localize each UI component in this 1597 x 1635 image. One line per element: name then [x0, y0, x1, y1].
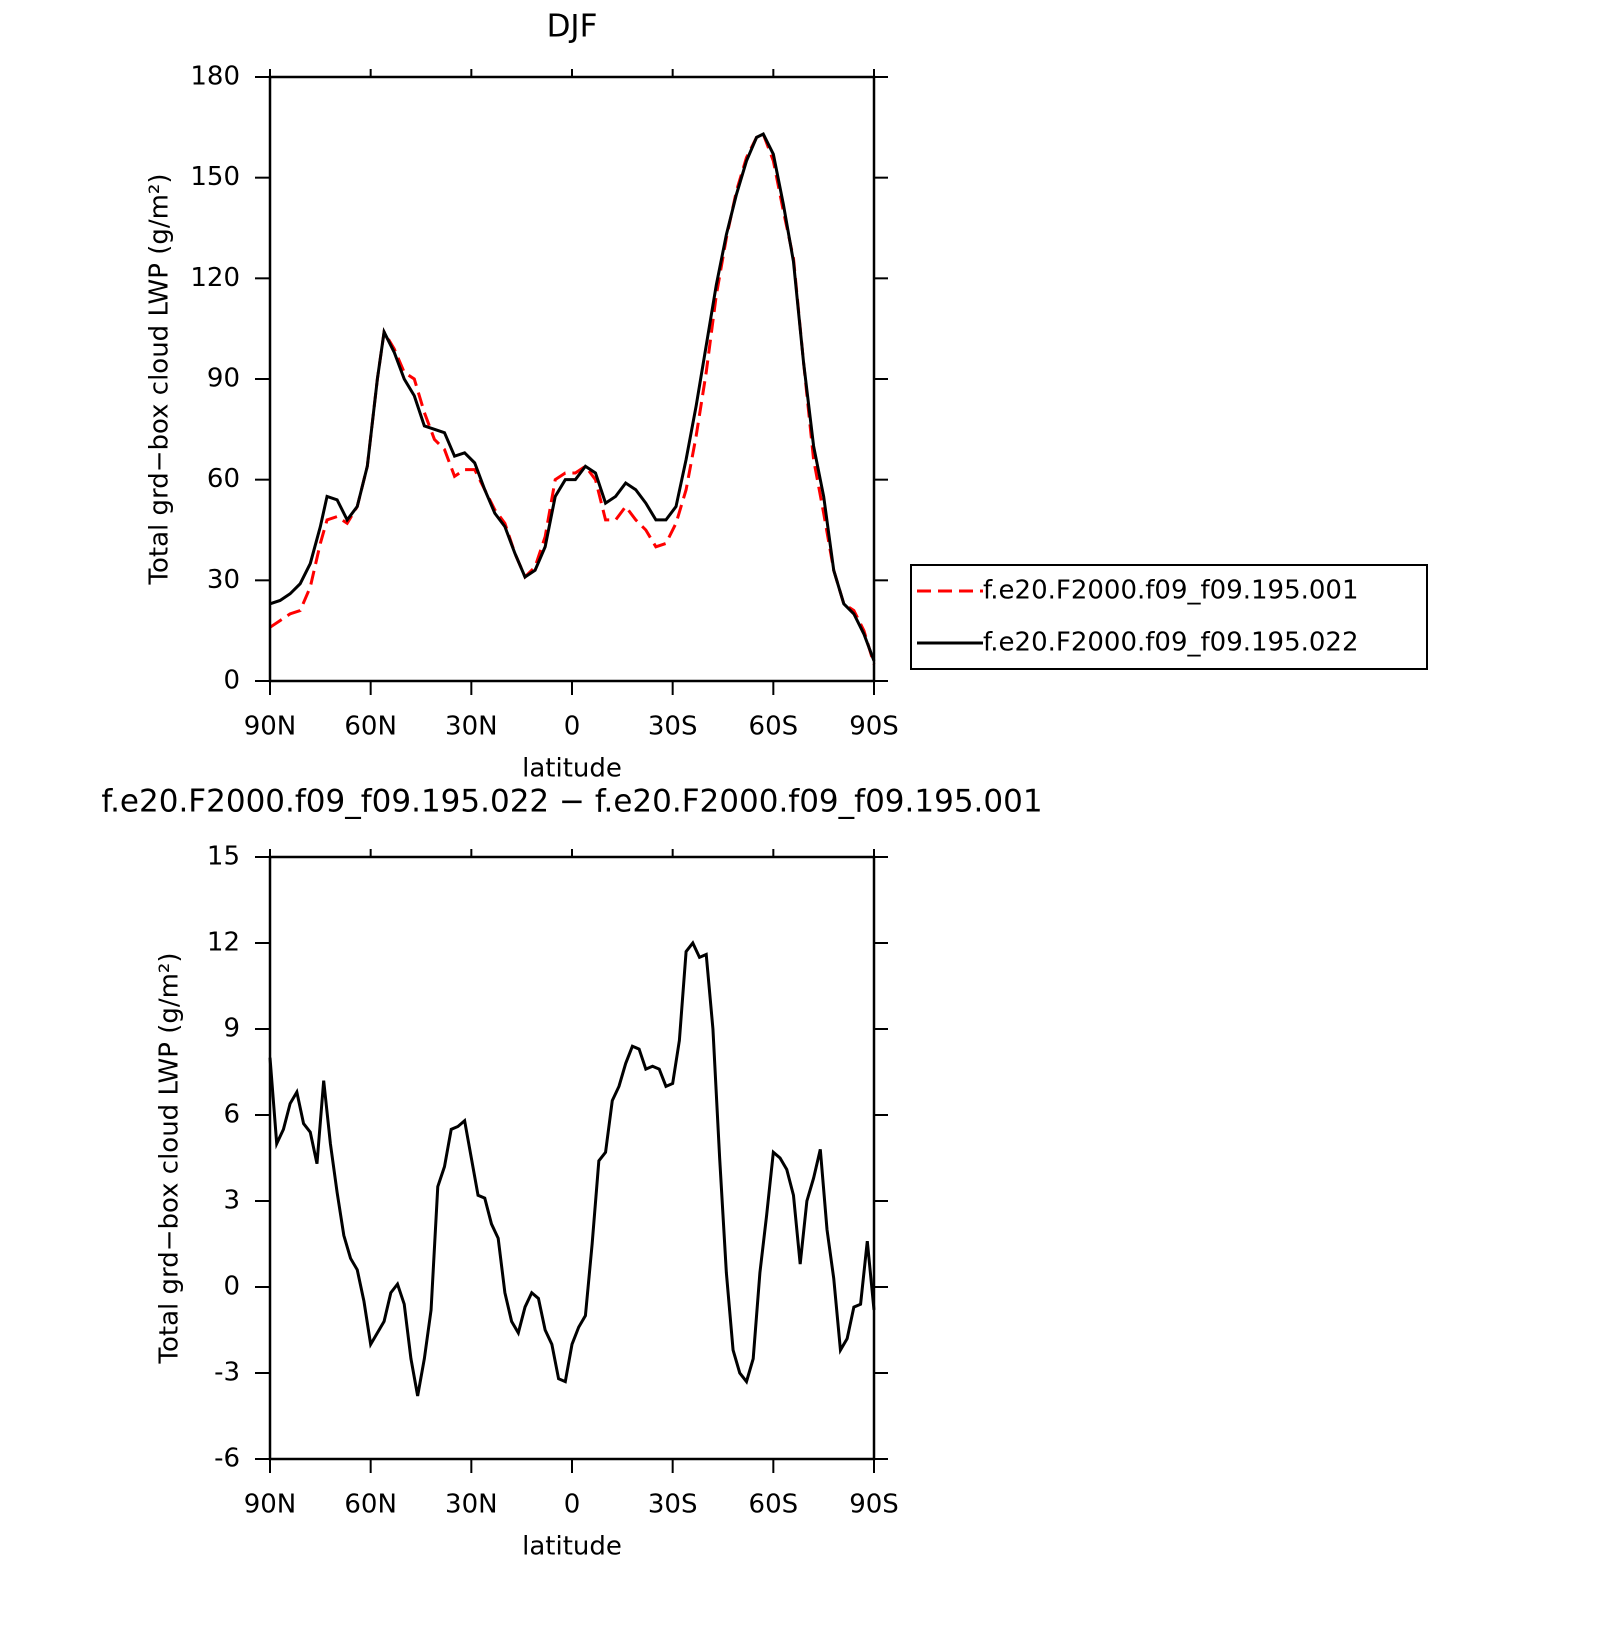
legend-label: f.e20.F2000.f09_f09.195.001 — [983, 576, 1359, 606]
chart-title: f.e20.F2000.f09_f09.195.022 − f.e20.F200… — [101, 784, 1042, 820]
y-axis-label: Total grd−box cloud LWP (g/m²) — [155, 953, 185, 1365]
x-axis-label: latitude — [522, 754, 622, 784]
legend-label: f.e20.F2000.f09_f09.195.022 — [983, 628, 1359, 658]
y-tick-label: 150 — [190, 162, 240, 192]
x-tick-label: 0 — [564, 712, 581, 742]
chart-title: DJF — [547, 9, 598, 45]
y-tick-label: -3 — [214, 1358, 240, 1388]
x-tick-label: 60S — [749, 1490, 799, 1520]
data-line — [268, 940, 876, 1397]
x-tick-label: 30N — [445, 712, 498, 742]
y-tick-label: 15 — [207, 842, 240, 872]
x-tick-label: 60S — [749, 712, 799, 742]
y-tick-label: -6 — [214, 1444, 240, 1474]
y-tick-label: 9 — [223, 1014, 240, 1044]
x-tick-label: 60N — [344, 712, 397, 742]
plot-frame — [268, 75, 876, 683]
y-tick-label: 0 — [223, 666, 240, 696]
x-tick-label: 30S — [648, 712, 698, 742]
x-tick-label: 60N — [344, 1490, 397, 1520]
x-tick-label: 0 — [564, 1490, 581, 1520]
data-line — [269, 132, 876, 662]
x-tick-label: 90S — [849, 1490, 899, 1520]
y-axis-label: Total grd−box cloud LWP (g/m²) — [145, 174, 175, 586]
y-tick-label: 90 — [207, 364, 240, 394]
x-tick-label: 90N — [244, 1490, 297, 1520]
legend-box — [910, 564, 1428, 670]
x-tick-label: 90N — [244, 712, 297, 742]
data-line — [269, 131, 876, 665]
y-tick-label: 3 — [223, 1186, 240, 1216]
x-tick-label: 30N — [445, 1490, 498, 1520]
y-tick-label: 30 — [207, 565, 240, 595]
y-tick-label: 0 — [223, 1272, 240, 1302]
y-tick-label: 180 — [190, 62, 240, 92]
plot-frame — [268, 855, 876, 1461]
y-tick-label: 12 — [207, 928, 240, 958]
x-tick-label: 30S — [648, 1490, 698, 1520]
x-tick-label: 90S — [849, 712, 899, 742]
y-tick-label: 120 — [190, 263, 240, 293]
x-axis-label: latitude — [522, 1532, 622, 1562]
y-tick-label: 6 — [223, 1100, 240, 1130]
y-tick-label: 60 — [207, 464, 240, 494]
